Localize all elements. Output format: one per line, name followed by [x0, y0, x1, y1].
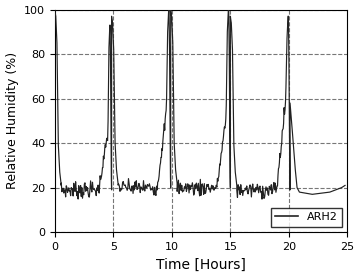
- Legend: ARH2: ARH2: [271, 208, 342, 227]
- Y-axis label: Relative Humidity (%): Relative Humidity (%): [5, 52, 19, 189]
- X-axis label: Time [Hours]: Time [Hours]: [156, 257, 246, 271]
